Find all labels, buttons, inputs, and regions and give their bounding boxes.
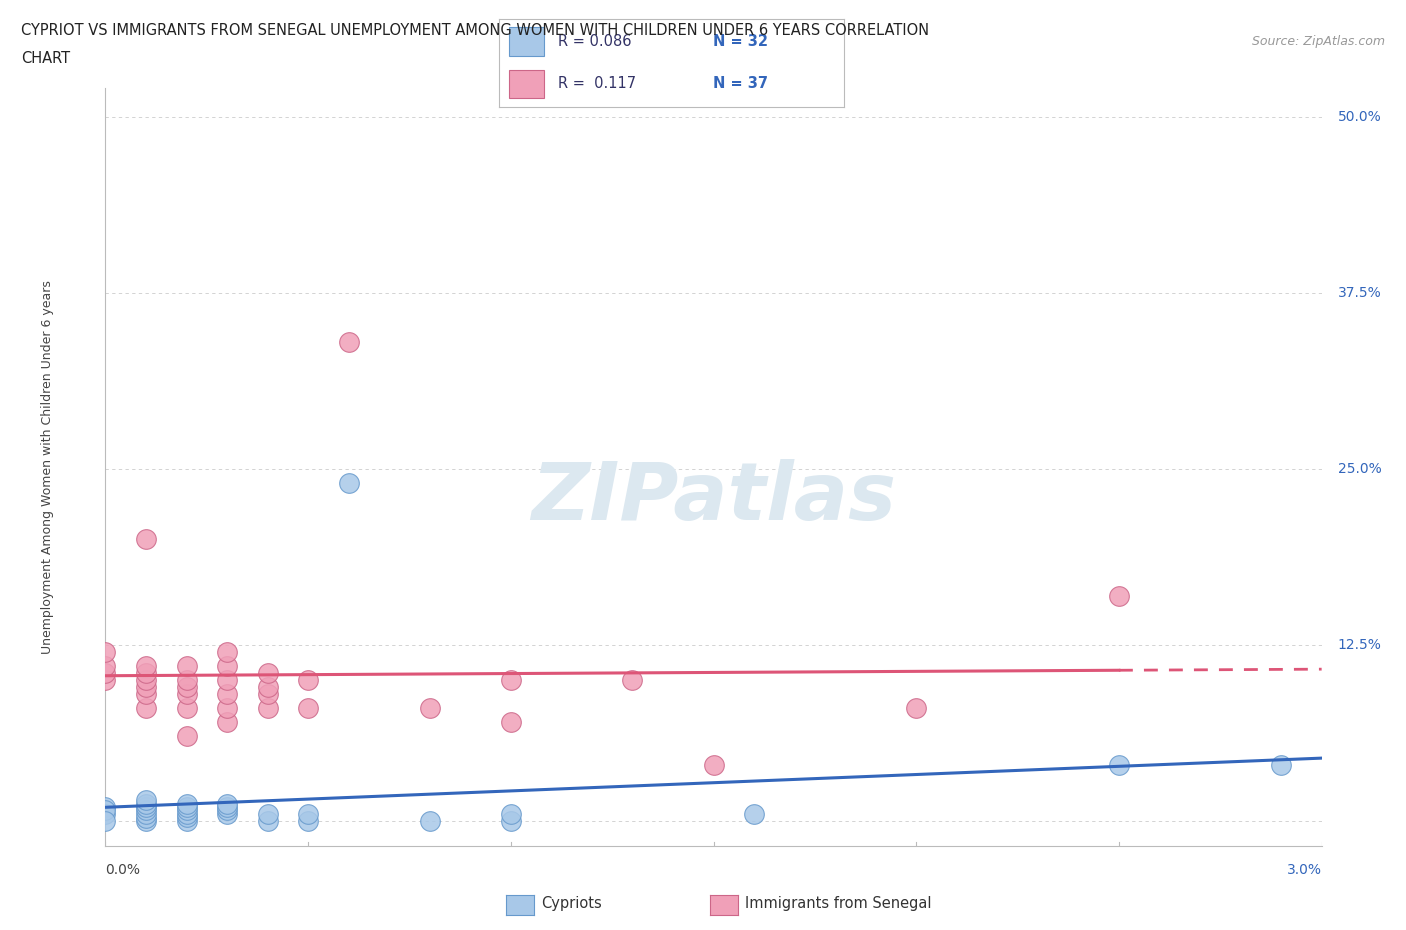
Point — [176, 701, 198, 716]
Point — [94, 672, 117, 687]
Point — [702, 757, 725, 772]
Point — [297, 806, 319, 821]
Point — [135, 814, 157, 829]
Text: ZIPatlas: ZIPatlas — [531, 458, 896, 537]
Point — [94, 644, 117, 659]
Point — [621, 672, 644, 687]
Point — [94, 666, 117, 681]
Point — [419, 814, 441, 829]
Text: 3.0%: 3.0% — [1286, 863, 1322, 877]
Point — [499, 806, 522, 821]
Point — [135, 666, 157, 681]
Text: CYPRIOT VS IMMIGRANTS FROM SENEGAL UNEMPLOYMENT AMONG WOMEN WITH CHILDREN UNDER : CYPRIOT VS IMMIGRANTS FROM SENEGAL UNEMP… — [21, 23, 929, 38]
Point — [499, 814, 522, 829]
Text: 37.5%: 37.5% — [1339, 286, 1382, 299]
Point — [256, 814, 278, 829]
Point — [176, 814, 198, 829]
Point — [135, 680, 157, 695]
Point — [176, 800, 198, 815]
Point — [217, 803, 239, 817]
Point — [297, 672, 319, 687]
FancyBboxPatch shape — [509, 28, 544, 56]
Text: 0.0%: 0.0% — [105, 863, 141, 877]
Point — [337, 335, 360, 350]
Point — [135, 532, 157, 547]
Text: Unemployment Among Women with Children Under 6 years: Unemployment Among Women with Children U… — [41, 280, 53, 655]
Point — [135, 672, 157, 687]
Point — [135, 806, 157, 821]
Point — [94, 803, 117, 817]
Text: N = 32: N = 32 — [713, 34, 768, 49]
Point — [135, 797, 157, 812]
Point — [217, 797, 239, 812]
Point — [1108, 588, 1130, 603]
Point — [176, 803, 198, 817]
Text: R = 0.086: R = 0.086 — [558, 34, 631, 49]
Point — [135, 792, 157, 807]
Point — [905, 701, 928, 716]
Point — [297, 701, 319, 716]
Text: Immigrants from Senegal: Immigrants from Senegal — [745, 896, 932, 910]
Point — [217, 701, 239, 716]
Point — [337, 475, 360, 490]
Point — [297, 814, 319, 829]
Point — [135, 800, 157, 815]
Point — [499, 715, 522, 730]
Point — [217, 686, 239, 701]
Point — [176, 672, 198, 687]
Point — [176, 658, 198, 673]
Point — [135, 658, 157, 673]
Point — [176, 686, 198, 701]
Point — [742, 806, 765, 821]
Point — [176, 809, 198, 824]
Point — [499, 672, 522, 687]
Point — [217, 800, 239, 815]
Text: 12.5%: 12.5% — [1339, 638, 1382, 652]
Point — [1108, 757, 1130, 772]
Point — [135, 686, 157, 701]
Text: Cypriots: Cypriots — [541, 896, 602, 910]
Text: R =  0.117: R = 0.117 — [558, 76, 636, 91]
Point — [217, 715, 239, 730]
Point — [256, 686, 278, 701]
Text: CHART: CHART — [21, 51, 70, 66]
Point — [256, 806, 278, 821]
Point — [94, 814, 117, 829]
Point — [217, 806, 239, 821]
Point — [135, 811, 157, 826]
Point — [256, 666, 278, 681]
Point — [176, 680, 198, 695]
Point — [256, 680, 278, 695]
Point — [94, 800, 117, 815]
Text: N = 37: N = 37 — [713, 76, 768, 91]
Point — [176, 806, 198, 821]
Point — [217, 658, 239, 673]
Text: 25.0%: 25.0% — [1339, 461, 1382, 476]
Point — [94, 806, 117, 821]
Text: Source: ZipAtlas.com: Source: ZipAtlas.com — [1251, 35, 1385, 48]
Text: 50.0%: 50.0% — [1339, 110, 1382, 124]
Point — [217, 672, 239, 687]
Point — [419, 701, 441, 716]
FancyBboxPatch shape — [509, 70, 544, 99]
Point — [1270, 757, 1292, 772]
Point — [217, 644, 239, 659]
Point — [176, 729, 198, 744]
Point — [256, 701, 278, 716]
Point — [135, 701, 157, 716]
Point — [176, 797, 198, 812]
Point — [94, 658, 117, 673]
Point — [135, 803, 157, 817]
